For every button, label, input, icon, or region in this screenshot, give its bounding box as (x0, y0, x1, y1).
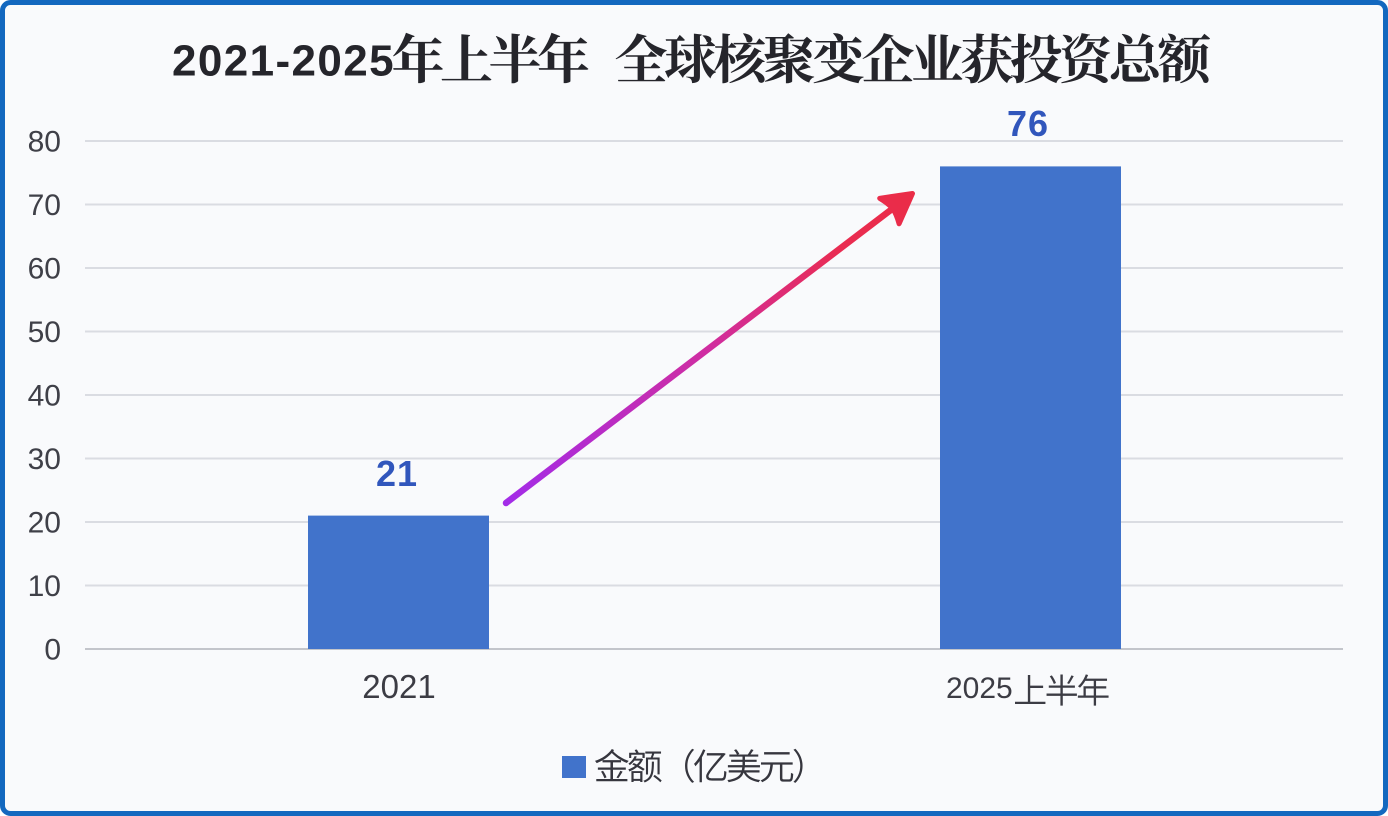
svg-text:30: 30 (28, 443, 61, 476)
svg-text:2021-2025: 2021-2025 (172, 37, 395, 86)
svg-text:20: 20 (28, 507, 61, 540)
svg-text:70: 70 (28, 189, 61, 222)
svg-text:50: 50 (28, 316, 61, 349)
svg-text:21: 21 (376, 453, 418, 494)
svg-text:80: 80 (28, 126, 61, 159)
svg-text:76: 76 (1007, 103, 1049, 144)
svg-text:2025: 2025 (946, 672, 1013, 705)
svg-text:60: 60 (28, 253, 61, 286)
svg-text:40: 40 (28, 380, 61, 413)
svg-text:10: 10 (28, 570, 61, 603)
svg-text:2021: 2021 (362, 668, 435, 705)
svg-text:0: 0 (44, 634, 61, 667)
